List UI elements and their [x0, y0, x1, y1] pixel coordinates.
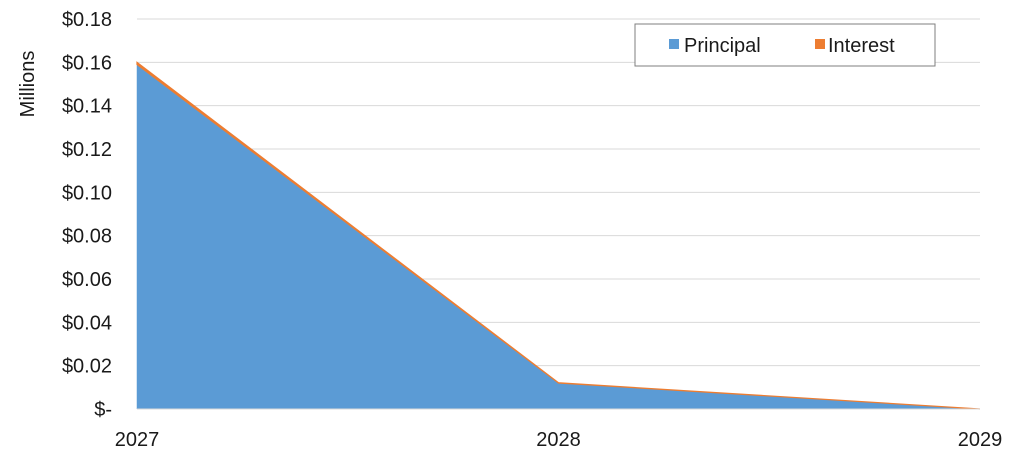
y-axis-ticks: $- $0.02 $0.04 $0.06 $0.08 $0.10 $0.12 $0.14 $0.…: [62, 9, 112, 421]
area-principal: [136, 63, 981, 410]
y-tick-label: $0.04: [62, 312, 112, 334]
area-interest: [136, 61, 981, 410]
y-axis-title: Millions: [17, 51, 39, 118]
legend-label-principal: Principal: [684, 35, 761, 57]
x-tick-label: 2027: [115, 429, 160, 451]
y-tick-label: $0.12: [62, 139, 112, 161]
y-tick-label: $0.14: [62, 96, 112, 118]
y-tick-label: $-: [94, 399, 112, 421]
y-tick-label: $0.10: [62, 182, 112, 204]
x-tick-label: 2028: [536, 429, 581, 451]
y-tick-label: $0.06: [62, 269, 112, 291]
plot-areas: [136, 61, 981, 410]
y-tick-label: $0.02: [62, 356, 112, 378]
x-axis-ticks: 2027 2028 2029: [115, 429, 1003, 451]
legend-swatch-interest: [815, 39, 825, 49]
legend-box: [634, 23, 936, 67]
y-tick-label: $0.18: [62, 9, 112, 31]
y-tick-label: $0.08: [62, 226, 112, 248]
legend-label-interest: Interest: [828, 35, 895, 57]
legend: Principal Interest: [634, 23, 936, 67]
x-tick-label: 2029: [958, 429, 1003, 451]
legend-swatch-principal: [669, 39, 679, 49]
y-tick-label: $0.16: [62, 52, 112, 74]
